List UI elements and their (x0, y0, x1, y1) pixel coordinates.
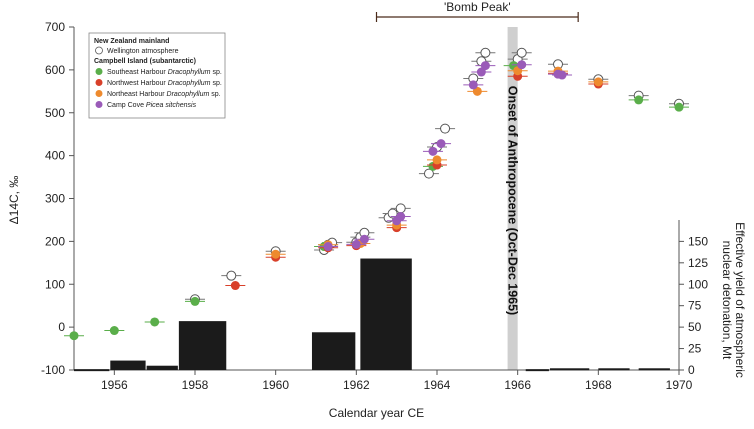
data-point (396, 212, 406, 222)
data-point (359, 234, 369, 244)
legend-group-mainland: New Zealand mainland (94, 38, 169, 45)
x-axis-title: Calendar year CE (329, 406, 424, 420)
data-point (351, 239, 361, 249)
y-axis-right-title-line1: Effective yield of atmospheric (733, 222, 747, 378)
x-tick-label: 1966 (504, 378, 531, 392)
yield-bar (110, 360, 146, 370)
y-tick-label: 200 (45, 234, 65, 248)
y-right-tick-label: 125 (688, 256, 708, 270)
y-right-tick-label: 100 (688, 277, 708, 291)
yield-bar (146, 365, 178, 370)
y-right-tick-label: 25 (688, 342, 702, 356)
legend-entry-label: Northwest Harbour Dracophyllum sp. (107, 80, 222, 87)
data-point (480, 47, 491, 58)
anthropocene-label: Onset of Anthropocene (Oct-Dec 1965) (506, 86, 520, 315)
data-point (387, 208, 398, 219)
data-point (593, 77, 603, 87)
yield-bar (178, 321, 227, 370)
data-point (150, 317, 160, 327)
x-tick-label: 1960 (262, 378, 289, 392)
y-tick-label: 600 (45, 63, 65, 77)
anthropocene-band (507, 27, 518, 370)
yield-bar (74, 369, 110, 372)
data-point (516, 47, 527, 58)
x-tick-label: 1958 (182, 378, 209, 392)
y-right-tick-label: 0 (688, 363, 695, 377)
data-point (480, 61, 490, 71)
yield-bar (311, 332, 356, 370)
x-tick-label: 1968 (585, 378, 612, 392)
yield-bar (360, 258, 412, 370)
legend-marker (95, 90, 103, 97)
legend-entry-label: Northeast Harbour Dracophyllum sp. (107, 91, 221, 98)
x-tick-label: 1962 (343, 378, 370, 392)
data-point (109, 326, 119, 336)
yield-bar (525, 369, 549, 372)
bomb-peak-bracket (375, 12, 579, 22)
data-point (423, 168, 434, 179)
data-point (271, 249, 281, 259)
y-tick-label: 400 (45, 149, 65, 163)
y-axis-left-title: Δ14C, ‰ (7, 176, 21, 225)
data-points (64, 47, 689, 341)
x-tick-label: 1956 (101, 378, 128, 392)
yield-bar (549, 368, 590, 371)
y-right-tick-label: 75 (688, 299, 702, 313)
x-tick-label: 1964 (424, 378, 451, 392)
data-point (557, 70, 567, 80)
data-point (476, 67, 486, 77)
legend-marker (95, 46, 103, 55)
data-point (69, 331, 79, 341)
data-point (440, 123, 451, 134)
y-tick-label: 500 (45, 106, 65, 120)
y-tick-label: 0 (58, 320, 65, 334)
y-tick-label: 300 (45, 192, 65, 206)
data-point (468, 80, 478, 90)
y-axis-right-title-line2: nuclear detonation, Mt (720, 241, 734, 360)
yield-bar (638, 368, 670, 371)
y-tick-label: 700 (45, 20, 65, 34)
legend-entry-label: Wellington atmosphere (107, 48, 179, 55)
legend-entry-label: Camp Cove Picea sitchensis (107, 102, 197, 109)
data-point (634, 95, 644, 105)
data-point (428, 146, 438, 156)
yield-bar (598, 368, 630, 371)
yield-bars (74, 258, 670, 372)
legend-group-campbell: Campbell Island (subantarctic) (94, 58, 196, 65)
data-point (436, 139, 446, 149)
x-tick-label: 1970 (666, 378, 693, 392)
legend-entry-label: Southeast Harbour Dracophyllum sp. (107, 69, 222, 76)
data-point (517, 60, 527, 70)
y-right-tick-label: 150 (688, 234, 708, 248)
legend-marker (95, 79, 103, 86)
data-point (190, 296, 200, 306)
y-tick-label: 100 (45, 277, 65, 291)
data-point (395, 203, 406, 214)
data-point (323, 242, 333, 252)
data-point (230, 281, 240, 291)
y-tick-label: -100 (41, 363, 65, 377)
data-point (674, 102, 684, 112)
legend-marker (95, 68, 103, 75)
data-point (432, 155, 442, 165)
y-right-tick-label: 50 (688, 320, 702, 334)
legend: New Zealand mainland Campbell Island (su… (88, 32, 226, 119)
legend-box (88, 32, 226, 119)
data-point (226, 270, 237, 281)
data-point (472, 86, 482, 96)
legend-marker (95, 101, 103, 108)
bomb-peak-label: 'Bomb Peak' (444, 0, 511, 14)
